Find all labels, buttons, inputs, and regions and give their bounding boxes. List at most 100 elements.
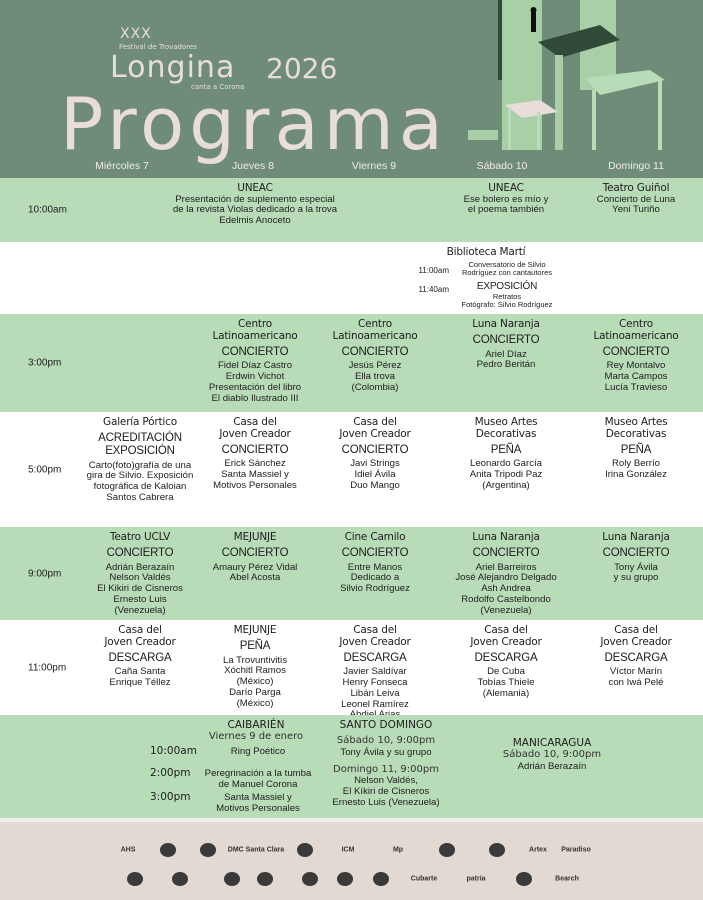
event-detail: El Kikiri de Cisneros [97,583,183,595]
event-type-line: CONCIERTO [221,443,289,456]
event-detail: Concierto de Luna [596,193,676,205]
venue-name: Cine Camilo [344,531,406,543]
event-cell: Centro Latinoamericano CONCIERTO Rey Montal… [593,318,678,394]
event-detail: Adrián Berazaín [105,561,175,573]
event-cell: Casa del Joven Creador CONCIERTO Javi Strin… [339,416,411,492]
regional-item-line: Santa Massiel y [224,792,292,803]
sponsor-logo: patria [466,875,486,883]
event-detail: Tony Ávila [614,561,658,573]
regional-item: Peregrinación a la tumba de Manuel Corona [205,768,312,790]
sponsor-logo: ICM [341,846,355,854]
event-detail: (México) [236,697,274,709]
event-detail: Ariel Barreiros [475,561,537,573]
event-detail: Edelmis Anoceto [219,215,291,227]
event-detail: Abdiel Arias [339,710,410,721]
venue-name: Centro [238,318,272,330]
event-detail: (Venezuela) [114,604,166,616]
event-detail: Víctor Marín [609,666,663,678]
time-slot-label: 5:00pm [28,464,62,475]
venue-name: Casa del [614,624,658,636]
event-type-line: CONCIERTO [341,345,409,358]
event-detail: Ash Andrea [481,583,531,595]
event-detail: Pedro Beritán [476,359,536,371]
event-type-line: DESCARGA [108,651,172,664]
sub-event: 11:40am EXPOSICIÓN Retratos Fotógrafo: Silv… [415,280,557,310]
event-detail: Henry Fonseca [342,677,408,689]
event-type: PEÑA [223,640,287,653]
venue-name: Joven Creador [600,635,672,648]
festival-tagline: canta a Corona [191,83,245,91]
regional-item-line: Peregrinación a la tumba [204,768,312,779]
event-type: DESCARGA [339,652,410,665]
event-type: CONCIERTO [209,346,301,359]
venue-name: Museo Artes [474,416,538,428]
event-type-line: DESCARGA [604,651,668,664]
festival-year: 2026 [266,52,338,85]
manicaragua-block: MANICARAGUA Sábado 10, 9:00pm Adrián Beraz… [503,737,601,772]
event-cell: Cine Camilo CONCIERTO Entre Manos Dedicado … [340,531,410,595]
header: XXX Festival de Trovadores Longina canta… [0,0,703,178]
event-cell: MEJUNJE CONCIERTO Amaury Pérez Vidal Abel A… [213,531,298,584]
event-cell: Galería Pórtico ACREDITACIÓN EXPOSICIÓN Car… [87,416,194,503]
venue-name: Joven Creador [339,427,411,440]
event-detail: Lucía Travieso [604,381,668,393]
event-type: CONCIERTO [213,444,297,457]
event-type: DESCARGA [600,652,671,665]
event-detail: Dedicado a [350,572,400,584]
sponsor-logo [516,872,532,886]
caibarien-block: CAIBARIÉN Viernes 9 de enero [209,719,303,743]
event-cell: Luna Naranja CONCIERTO Ariel Barreiros José… [455,531,556,616]
event-detail: (Alemania) [482,687,530,699]
sub-event-time: 11:00am [418,265,449,275]
event-detail: Xóchitl Ramos [224,665,286,677]
sponsor-logo: Bearch [555,875,579,883]
event-detail: Erdwin Vichot [225,371,285,383]
day-header-friday: Viernes 9 [351,160,397,172]
event-type: CONCIERTO [455,547,556,560]
regional-time: 3:00pm [150,791,191,803]
event-detail: Presentación de suplemento especial [175,193,335,205]
event-detail: Idiel Ávila [354,469,396,481]
event-cell: Casa del Joven Creador DESCARGA Javier Sald… [339,624,411,721]
event-detail: Ella trova [354,371,395,383]
venue-name: Joven Creador [470,635,542,648]
sponsor-logo [224,872,240,886]
day-header-sunday: Domingo 11 [608,160,664,172]
event-type: CONCIERTO [593,346,678,359]
regional-row: 10:00am Ring Poético 2:00pm Peregrinación a… [0,715,703,818]
event-detail: Marta Campos [604,371,668,383]
event-detail: Carto(foto)grafía de una [88,459,192,471]
regional-item-line: Nelson Valdés, [354,775,418,787]
event-type: CONCIERTO [97,547,183,560]
sponsor-logo [489,843,505,857]
schedule-row: 11:00pm Casa del Joven Creador DESCARGA Caña… [0,620,703,720]
venue-name: MEJUNJE [233,531,277,543]
sponsor-logo [302,872,318,886]
venue-name: Luna Naranja [472,318,540,330]
sponsor-logo [337,872,353,886]
event-detail: y su grupo [613,572,659,584]
event-type-line: CONCIERTO [221,546,289,559]
regional-item-line: Ring Poético [230,746,286,757]
event-type-line: CONCIERTO [602,345,670,358]
venue-name: Luna Naranja [602,531,670,543]
venue-name: Biblioteca Martí [446,246,526,258]
event-detail: Santos Cabrera [106,491,174,503]
venue-name: Joven Creador [339,635,411,648]
event-cell: Casa del Joven Creador CONCIERTO Erick Sánc… [213,416,297,492]
venue-name: Decorativas [475,427,537,440]
festival-subtitle: Festival de Trovadores [119,43,197,51]
sub-event-time: 11:40am [418,284,449,294]
event-detail: Leonel Ramírez [341,698,409,710]
event-type-line: PEÑA [620,443,652,456]
day-header-wednesday: Miércoles 7 [95,160,149,172]
event-detail: Retratos [492,291,522,301]
event-detail: Roly Berrío [612,458,660,470]
event-cell: Biblioteca Martí 11:00am Conversatorio de … [415,246,557,310]
region-date: Sábado 10, 9:00pm [336,735,436,747]
event-type: PEÑA [605,444,668,457]
festival-name: Longina [110,50,236,85]
event-detail: Entre Manos [347,561,403,573]
event-cell: Teatro Guiñol Concierto de Luna Yeni Turiñ… [596,182,676,216]
venue-name: Centro [619,318,653,330]
